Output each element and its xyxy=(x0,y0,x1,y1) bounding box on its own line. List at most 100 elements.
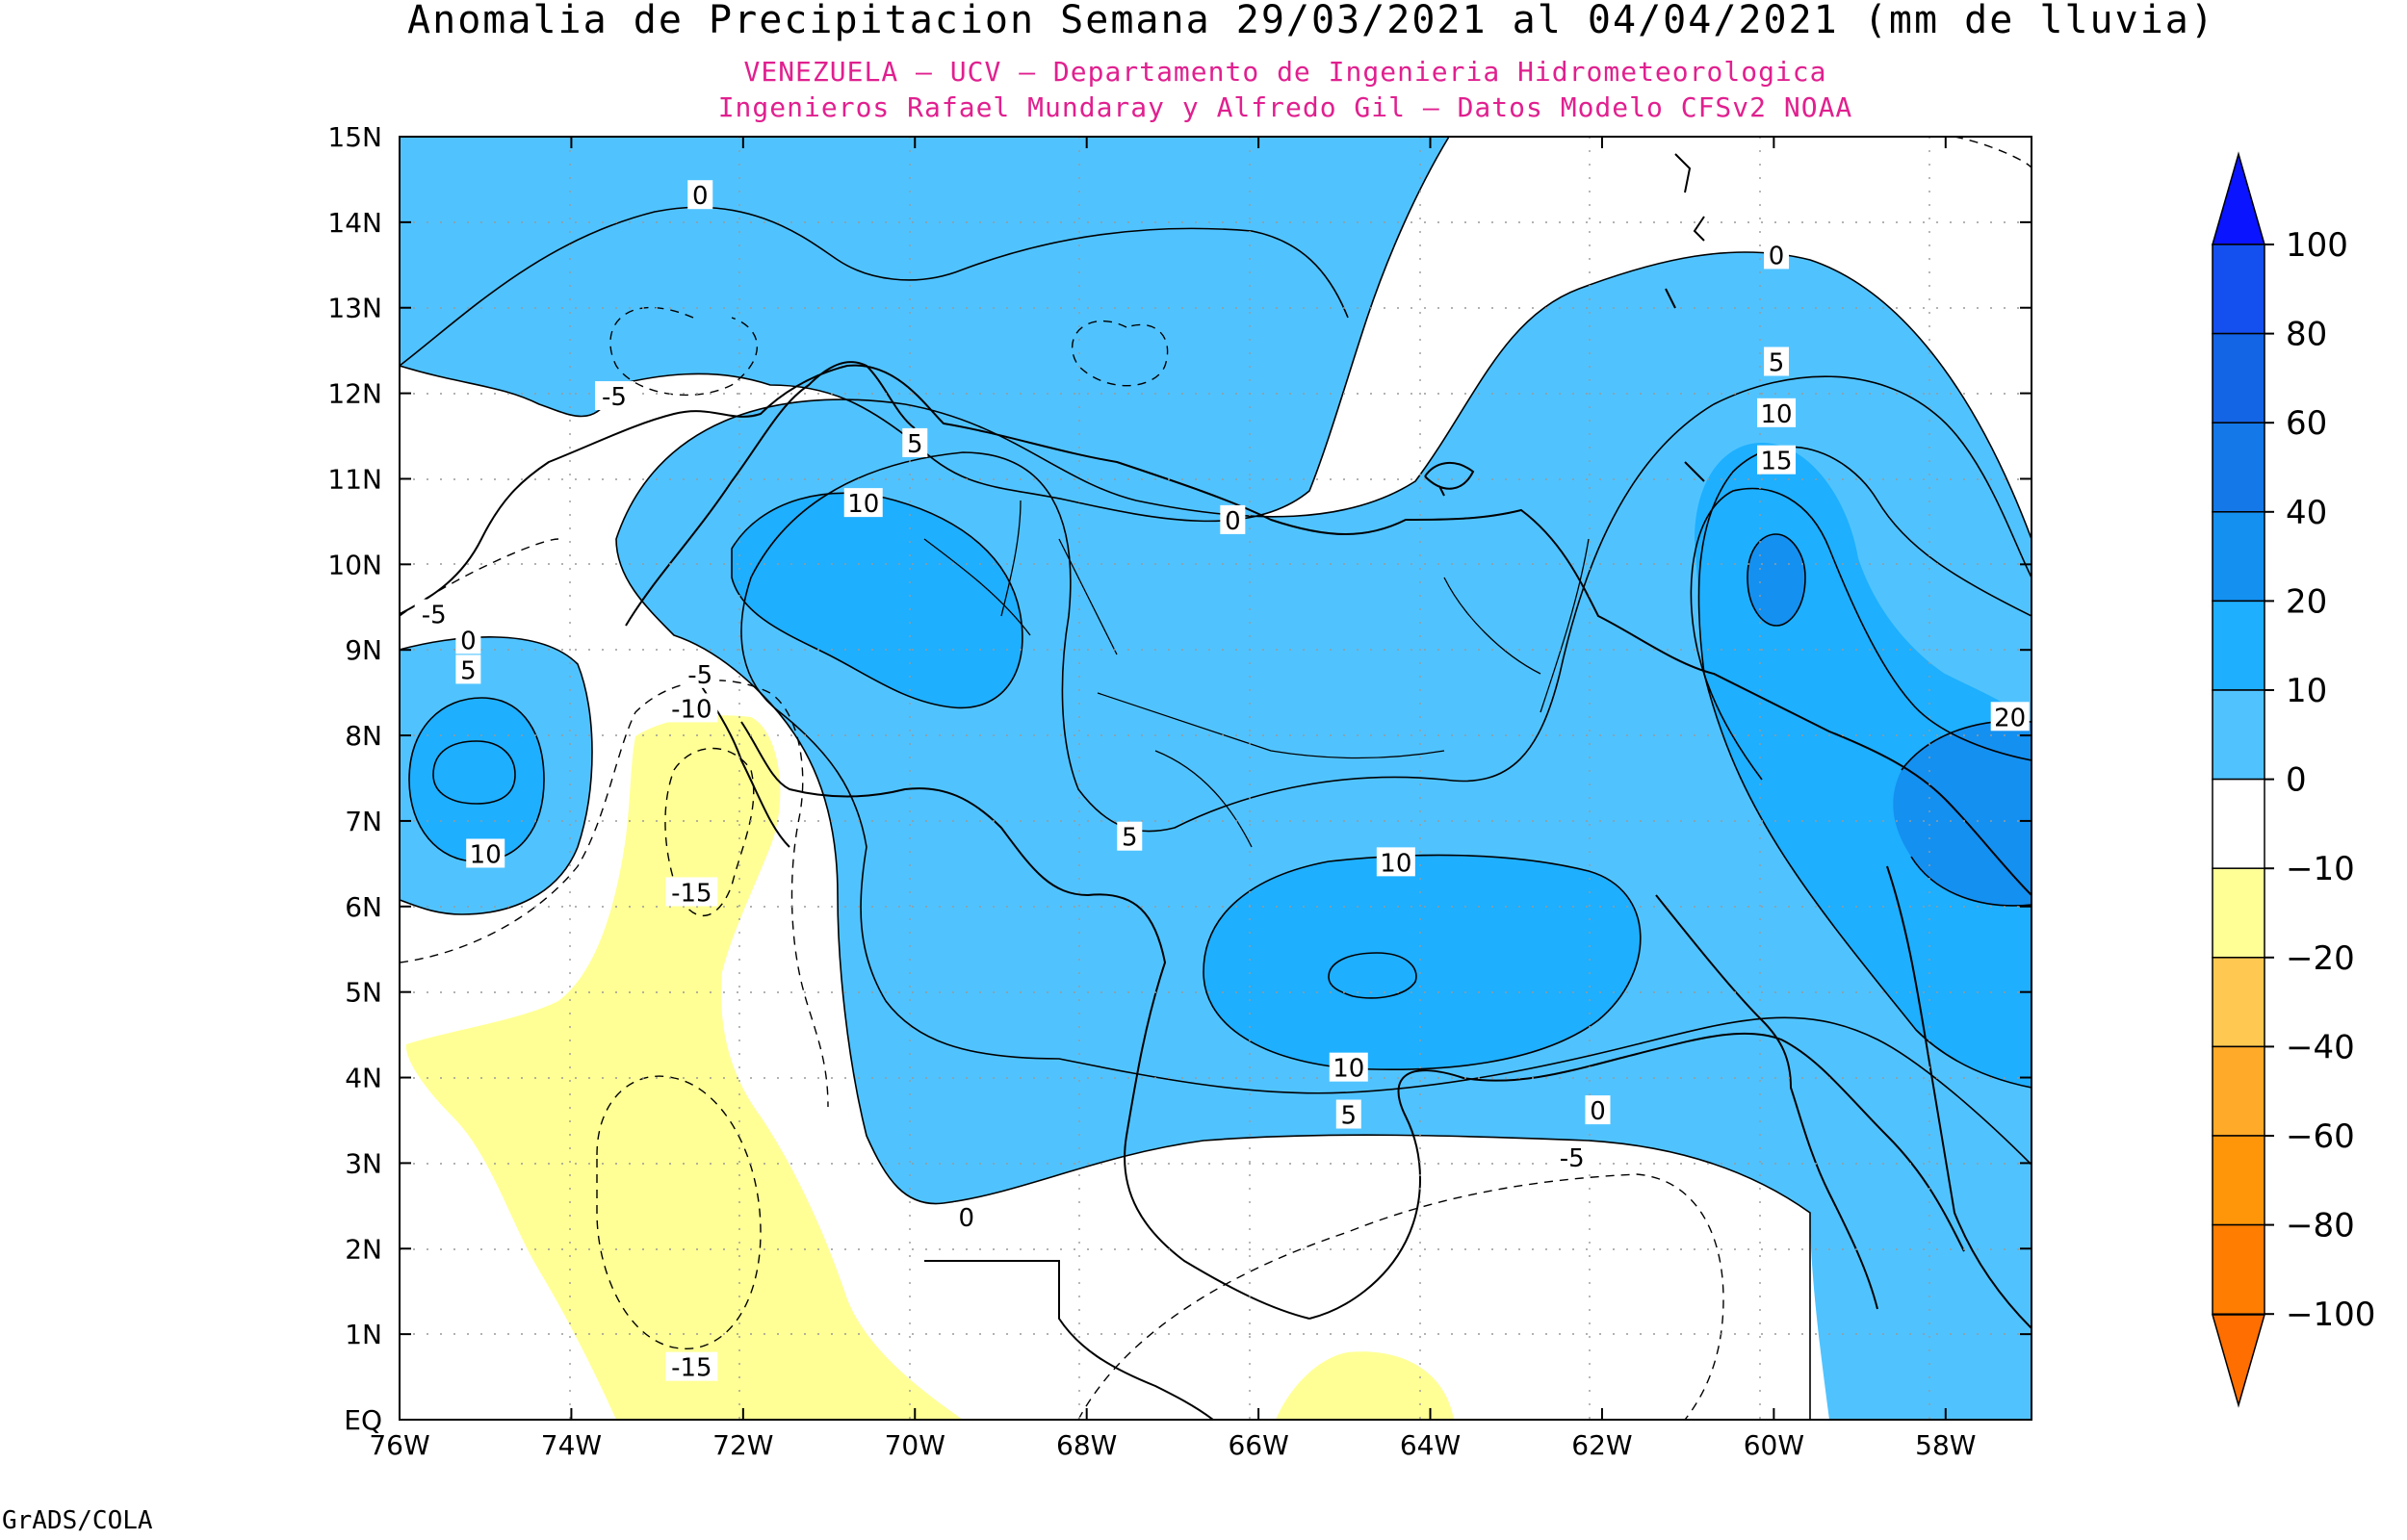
contour-label: 0 xyxy=(1769,242,1785,270)
contour-label: 0 xyxy=(1225,507,1241,536)
color-bar-bottom-arrow xyxy=(2212,1314,2265,1408)
contour-label-bg xyxy=(665,693,718,723)
contour-label: 5 xyxy=(460,656,477,685)
contour-label-bg xyxy=(595,381,634,411)
anomaly-region-minus10-minus20 xyxy=(405,715,963,1420)
contour-label-bg xyxy=(414,599,453,629)
color-bar-label: −40 xyxy=(2286,1028,2355,1066)
contour-label-bg xyxy=(902,427,928,457)
lat-tick-label: 4N xyxy=(345,1063,382,1094)
lon-tick-label: 70W xyxy=(885,1429,945,1461)
lon-tick-label: 74W xyxy=(541,1429,602,1461)
contour-10-central xyxy=(1203,854,1642,1070)
color-bar-bin-bin_40_60 xyxy=(2212,422,2265,513)
contour-label-bg xyxy=(1764,240,1790,270)
contour-20-island xyxy=(1747,533,1806,627)
axis-ticks xyxy=(399,136,2032,1421)
lat-tick-label: EQ xyxy=(344,1404,382,1436)
contour-west-rings xyxy=(400,636,593,915)
color-bar-bin-bin_20_40 xyxy=(2212,511,2265,603)
contour-label-bg xyxy=(1764,346,1790,376)
contour-label: 5 xyxy=(1769,348,1785,377)
color-bar-bin-bin_m40_m20 xyxy=(2212,957,2265,1048)
contour-label: 10 xyxy=(470,840,502,869)
map-frame xyxy=(399,136,2032,1421)
states-borders xyxy=(923,500,1590,848)
negative-contours xyxy=(400,137,2032,1420)
contour-minus5-north-center xyxy=(1072,320,1169,387)
contour-label: 5 xyxy=(907,430,923,459)
color-bar-label: 80 xyxy=(2286,316,2327,354)
contour-label: 15 xyxy=(1760,448,1792,476)
coastline-guajira xyxy=(625,361,916,627)
lat-tick-label: 5N xyxy=(345,977,382,1009)
color-bar-bin-bin_0_10 xyxy=(2212,689,2265,781)
contour-label-bg xyxy=(665,877,718,907)
lat-tick-label: 2N xyxy=(345,1233,382,1265)
lon-tick-label: 60W xyxy=(1744,1429,1804,1461)
contour-label-bg xyxy=(1585,1095,1611,1125)
contour-label-bg xyxy=(665,1351,718,1381)
lat-tick-label: 6N xyxy=(345,891,382,923)
anomaly-region-0-10-north xyxy=(400,137,1449,522)
lon-tick-label: 64W xyxy=(1400,1429,1461,1461)
footer-grads: GrADS/COLA xyxy=(2,1506,153,1535)
color-bar-label: −100 xyxy=(2286,1296,2375,1334)
contour-label-bg xyxy=(1220,504,1246,534)
coastlines-borders xyxy=(400,153,2032,1420)
lat-tick-label: 1N xyxy=(345,1319,382,1350)
contour-label: 10 xyxy=(1380,849,1411,878)
lat-tick-label: 3N xyxy=(345,1147,382,1179)
contour-label: -5 xyxy=(422,602,447,630)
contour-label-bg xyxy=(455,625,481,654)
border-south-colombia xyxy=(924,1260,1214,1420)
contour-label: 20 xyxy=(1994,704,2026,732)
anomaly-region-minus10-minus20-south xyxy=(1276,1351,1454,1420)
contour-label: -10 xyxy=(671,695,712,724)
contour-minus5-far-west-top xyxy=(1954,137,2032,169)
border-venezuela-guyana xyxy=(1655,894,1878,1310)
color-bar-label: 100 xyxy=(2286,226,2348,265)
contour-label-bg xyxy=(455,654,481,684)
subtitle-line-1: VENEZUELA – UCV – Departamento de Ingeni… xyxy=(743,56,1826,88)
border-brazil-venezuela xyxy=(1308,1032,1965,1320)
color-bar-label: 10 xyxy=(2286,672,2327,710)
anomaly-region-10-20-northwest xyxy=(732,493,1022,708)
contour-minus15-west xyxy=(596,747,762,1349)
contour-15-east xyxy=(1690,487,2032,781)
lon-tick-label: 62W xyxy=(1571,1429,1632,1461)
lat-tick-label: 9N xyxy=(345,634,382,666)
color-bar-label: 40 xyxy=(2286,494,2327,532)
contour-label-bg xyxy=(1990,702,2030,732)
contour-label: -5 xyxy=(1560,1144,1585,1173)
contour-label-bg xyxy=(1376,847,1415,877)
coastline-islands xyxy=(1424,153,1705,497)
subtitle-line-2: Ingenieros Rafael Mundaray y Alfredo Gil… xyxy=(718,91,1853,123)
contour-label: 10 xyxy=(1333,1055,1364,1084)
contour-label: 0 xyxy=(692,182,709,211)
lat-tick-label: 13N xyxy=(327,293,382,324)
contour-label: -15 xyxy=(671,879,712,908)
lon-tick-label: 58W xyxy=(1915,1429,1976,1461)
color-bar-bin-bin_m20_m10 xyxy=(2212,867,2265,959)
map-title: Anomalia de Precipitacion Semana 29/03/2… xyxy=(407,0,2215,42)
contour-label-bg xyxy=(687,180,713,210)
color-bar-bin-bin_m60_m40 xyxy=(2212,1045,2265,1137)
contour-label-bg xyxy=(1329,1052,1368,1082)
color-bar-label: 0 xyxy=(2286,761,2307,800)
contour-minus5-west xyxy=(400,538,829,1108)
contour-label: 0 xyxy=(959,1204,975,1233)
color-bar-label: −60 xyxy=(2286,1117,2355,1156)
anomaly-region-20-40-island xyxy=(1747,534,1805,626)
contour-label: -5 xyxy=(687,661,712,690)
lat-tick-label: 14N xyxy=(327,207,382,239)
lat-tick-label: 15N xyxy=(327,121,382,153)
lon-tick-label: 68W xyxy=(1056,1429,1117,1461)
contour-label-bg xyxy=(843,488,883,518)
lat-tick-label: 7N xyxy=(345,806,382,837)
coastline-caribbean xyxy=(400,364,2032,896)
